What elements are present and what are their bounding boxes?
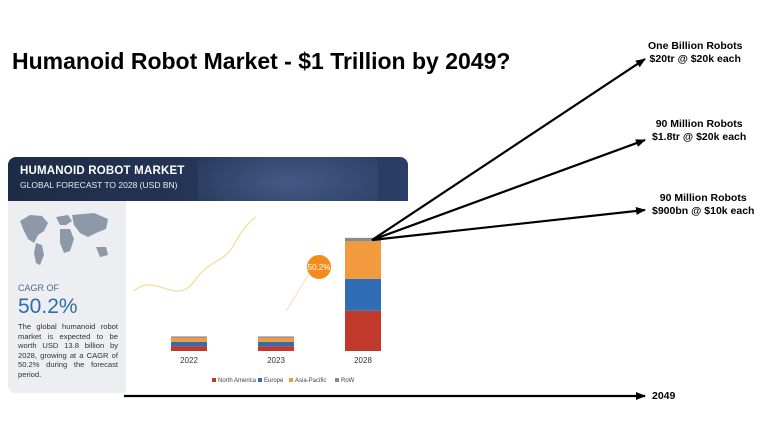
annotation-one-billion-line1: One Billion Robots [648,40,743,52]
annotation-one-billion: One Billion Robots $20tr @ $20k each [648,40,743,66]
arrow-to-900bn [371,207,646,242]
left-panel: CAGR OF 50.2% The global humanoid robot … [8,201,126,393]
timeline-end-label: 2049 [652,390,676,402]
legend-label-europe: Europe [264,378,284,384]
arrow-to-one-billion [371,58,646,241]
bar-2023-north-america [258,346,294,351]
market-description: The global humanoid robot market is expe… [18,322,118,379]
x-tick-label-2028: 2028 [354,356,372,365]
bar-2023-asia-pacific [258,337,294,342]
annotation-900bn-line2: $900bn @ $10k each [652,205,755,217]
x-tick-label-2023: 2023 [267,356,285,365]
annotation-1-8tr: 90 Million Robots $1.8tr @ $20k each [652,118,746,144]
bar-2028-row [345,237,381,242]
legend-swatch-europe [258,378,262,382]
annotation-900bn-line1: 90 Million Robots [659,192,747,204]
cagr-label: CAGR OF [18,283,60,293]
legend-label-asia-pacific: Asia-Pacific [295,378,326,384]
world-map-icon [20,213,108,265]
legend-label-row: RoW [341,378,355,384]
bar-2022-europe [171,341,207,347]
annotation-1-8tr-line2: $1.8tr @ $20k each [652,131,747,143]
bar-2023-europe [258,341,294,347]
bar-2023-row [258,336,294,338]
legend-swatch-asia-pacific [289,378,293,382]
x-tick-label-2022: 2022 [180,356,198,365]
growth-badge: 50.2% [307,255,331,279]
annotation-900bn: 90 Million Robots $900bn @ $10k each [652,192,754,218]
market-infographic-card: HUMANOID ROBOT MARKET GLOBAL FORECAST TO… [8,157,408,393]
arrow-to-1-8tr [371,138,646,242]
card-title: HUMANOID ROBOT MARKET [20,165,185,177]
legend-swatch-north-america [212,378,216,382]
bar-2022-asia-pacific [171,337,207,342]
annotation-one-billion-line2: $20tr @ $20k each [649,53,741,65]
bar-2028-europe [345,278,381,311]
growth-badge-label: 50.2% [308,263,331,272]
legend-label-north-america: North America [218,378,257,384]
cagr-value: 50.2% [18,295,78,318]
annotation-1-8tr-line1: 90 Million Robots [655,118,743,130]
bar-2022-row [171,336,207,338]
legend-swatch-row [335,378,339,382]
stacked-bar-chart: 2022 2023 2028 North America Europe Asia-Pac… [133,216,381,384]
chart-area: 2022 2023 2028 North America Europe Asia-Pac… [126,201,408,393]
bar-2022-north-america [171,346,207,351]
slide-title: Humanoid Robot Market - $1 Trillion by 2… [12,48,511,74]
card-subtitle: GLOBAL FORECAST TO 2028 (USD BN) [20,180,178,190]
bar-2028-asia-pacific [345,241,381,279]
bar-2028-north-america [345,310,381,351]
